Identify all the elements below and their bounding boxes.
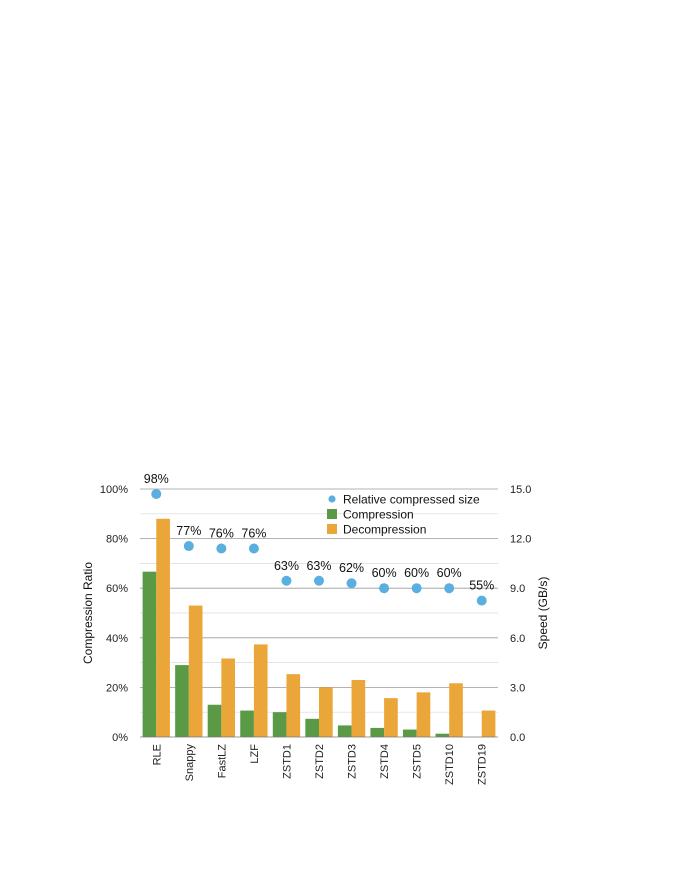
legend-marker-compression (327, 509, 337, 519)
compression-bar (370, 727, 385, 737)
decompression-bar (416, 692, 431, 737)
x-tick-label: LZF (249, 744, 261, 764)
relative-size-point (476, 595, 487, 606)
bar-series (142, 518, 496, 737)
y2-tick-label: 6.0 (510, 633, 525, 645)
relative-size-point (183, 541, 194, 552)
relative-size-data-label: 55% (469, 579, 494, 593)
relative-size-data-label: 76% (241, 527, 266, 541)
relative-size-point (314, 575, 324, 586)
x-tick-label: FastLZ (216, 744, 228, 779)
decompression-bar (221, 658, 236, 737)
relative-size-point (346, 578, 357, 589)
compression-bar (435, 733, 450, 737)
legend-marker-relative-size (328, 495, 336, 503)
y-tick-label: 0% (112, 732, 128, 744)
relative-size-point (379, 583, 390, 594)
compression-bar (240, 710, 254, 737)
x-tick-label: Snappy (184, 744, 196, 782)
y2-tick-label: 12.0 (510, 534, 531, 546)
relative-size-point (411, 583, 422, 594)
decompression-bar (286, 674, 301, 737)
relative-size-data-label: 98% (144, 472, 169, 486)
legend-label-decompression: Decompression (343, 523, 426, 537)
x-tick-label: ZSTD2 (314, 744, 326, 779)
decompression-bar (449, 683, 463, 737)
x-tick-label: RLE (151, 744, 163, 765)
legend-label-relative-size: Relative compressed size (343, 493, 480, 507)
point-series: 98% 77% 76% 76% 63% 63% 62% 60% 60% 60% 55% (144, 472, 494, 606)
decompression-bar (384, 698, 398, 737)
y2-axis-title: Speed (GB/s) (536, 577, 550, 650)
x-tick-label: ZSTD1 (281, 744, 293, 779)
y-tick-label: 80% (106, 534, 128, 546)
relative-size-point (248, 543, 259, 554)
compression-bar (207, 704, 222, 737)
y-tick-label: 40% (106, 633, 128, 645)
relative-size-data-label: 63% (274, 559, 299, 573)
compression-bar (305, 718, 319, 737)
compression-bar (337, 725, 352, 737)
decompression-bar (319, 687, 333, 737)
relative-size-point (444, 583, 455, 594)
y2-tick-label: 15.0 (510, 484, 531, 496)
compression-bar (142, 571, 157, 737)
x-tick-label: ZSTD10 (444, 744, 456, 785)
compression-bar (175, 665, 189, 737)
left-axis-ticks: 0% 20% 40% 60% 80% 100% (100, 484, 128, 744)
y-axis-title: Compression Ratio (81, 562, 95, 664)
relative-size-data-label: 77% (176, 524, 201, 538)
relative-size-data-label: 62% (339, 561, 364, 575)
y2-tick-label: 0.0 (510, 732, 525, 744)
decompression-bar (351, 679, 366, 737)
relative-size-data-label: 76% (209, 527, 234, 541)
decompression-bar (188, 605, 203, 737)
legend: Relative compressed size Compression Dec… (327, 493, 480, 537)
x-tick-label: ZSTD19 (477, 744, 489, 785)
y2-tick-label: 3.0 (510, 682, 525, 694)
x-tick-label: ZSTD3 (347, 744, 359, 779)
relative-size-point (151, 488, 162, 499)
legend-marker-decompression (327, 524, 337, 534)
relative-size-data-label: 63% (306, 559, 331, 573)
x-tick-label: ZSTD4 (379, 744, 391, 779)
decompression-bar (253, 644, 268, 737)
y2-tick-label: 9.0 (510, 583, 525, 595)
y-tick-label: 20% (106, 682, 128, 694)
compression-bar (402, 729, 417, 737)
right-axis-ticks: 0.0 3.0 6.0 9.0 12.0 15.0 (510, 484, 531, 744)
y-tick-label: 100% (100, 484, 128, 496)
relative-size-data-label: 60% (437, 566, 462, 580)
relative-size-data-label: 60% (404, 566, 429, 580)
relative-size-data-label: 60% (372, 566, 397, 580)
category-labels: RLE Snappy FastLZ LZF ZSTD1 ZSTD2 ZSTD3 ZSTD4 ZS… (151, 744, 488, 785)
x-tick-label: ZSTD5 (412, 744, 424, 779)
relative-size-point (281, 575, 292, 586)
decompression-bar (481, 710, 496, 737)
relative-size-point (216, 543, 227, 554)
y-tick-label: 60% (106, 583, 128, 595)
legend-label-compression: Compression (343, 508, 414, 522)
compression-bar (272, 712, 287, 737)
decompression-bar (156, 518, 170, 737)
